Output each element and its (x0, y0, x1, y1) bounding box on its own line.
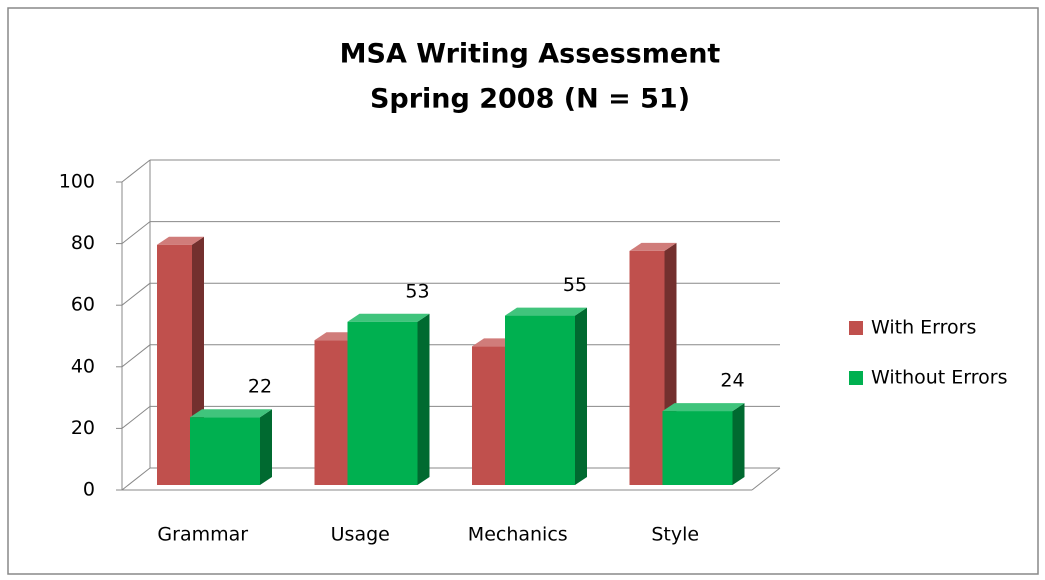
grid-line (121, 159, 151, 183)
bar-face (629, 250, 665, 485)
data-label: 24 (720, 370, 744, 392)
bar-face (662, 403, 745, 412)
bar-face (417, 313, 430, 485)
bar-face (314, 340, 350, 485)
y-tick-label: 100 (59, 171, 95, 193)
grid-line (121, 344, 151, 368)
data-label: 55 (563, 274, 587, 296)
bar (157, 236, 204, 485)
grid-line (121, 282, 151, 306)
bar-face (505, 307, 587, 316)
x-tick-label: Grammar (157, 524, 248, 546)
bar-face (662, 411, 733, 485)
grid-line (121, 406, 151, 429)
bar-face (575, 307, 587, 485)
bar-face (190, 417, 260, 485)
x-tick-label: Mechanics (468, 524, 568, 546)
legend-swatch (849, 371, 863, 385)
x-tick-label: Style (651, 524, 699, 546)
legend-swatch (849, 321, 863, 335)
bar (505, 307, 587, 485)
bar-face (157, 244, 192, 485)
bar-face (157, 236, 204, 245)
y-tick-label: 60 (71, 294, 95, 316)
bar-face (732, 403, 745, 485)
bar (662, 403, 745, 485)
legend-label: Without Errors (871, 367, 1008, 389)
grid-line (121, 467, 151, 491)
bar-face (629, 242, 677, 251)
bar-face (505, 315, 575, 485)
y-tick-label: 80 (71, 232, 95, 254)
x-tick-label: Usage (331, 524, 390, 546)
bar-face (347, 313, 430, 322)
y-tick-label: 40 (71, 355, 95, 377)
y-tick-label: 20 (71, 417, 95, 439)
legend-label: With Errors (871, 317, 976, 339)
floor-edge (751, 467, 781, 491)
y-tick-label: 0 (83, 479, 95, 501)
data-label: 22 (248, 376, 272, 398)
bar-face (347, 321, 418, 485)
data-label: 53 (405, 280, 429, 302)
bar (190, 409, 272, 485)
chart-title: MSA Writing Assessment (340, 39, 721, 70)
bar-face (260, 409, 272, 485)
chart-title: Spring 2008 (N = 51) (370, 84, 690, 115)
bar-face (472, 346, 507, 485)
bar-face (190, 409, 272, 418)
bar (347, 313, 430, 485)
grid-line (121, 221, 151, 244)
